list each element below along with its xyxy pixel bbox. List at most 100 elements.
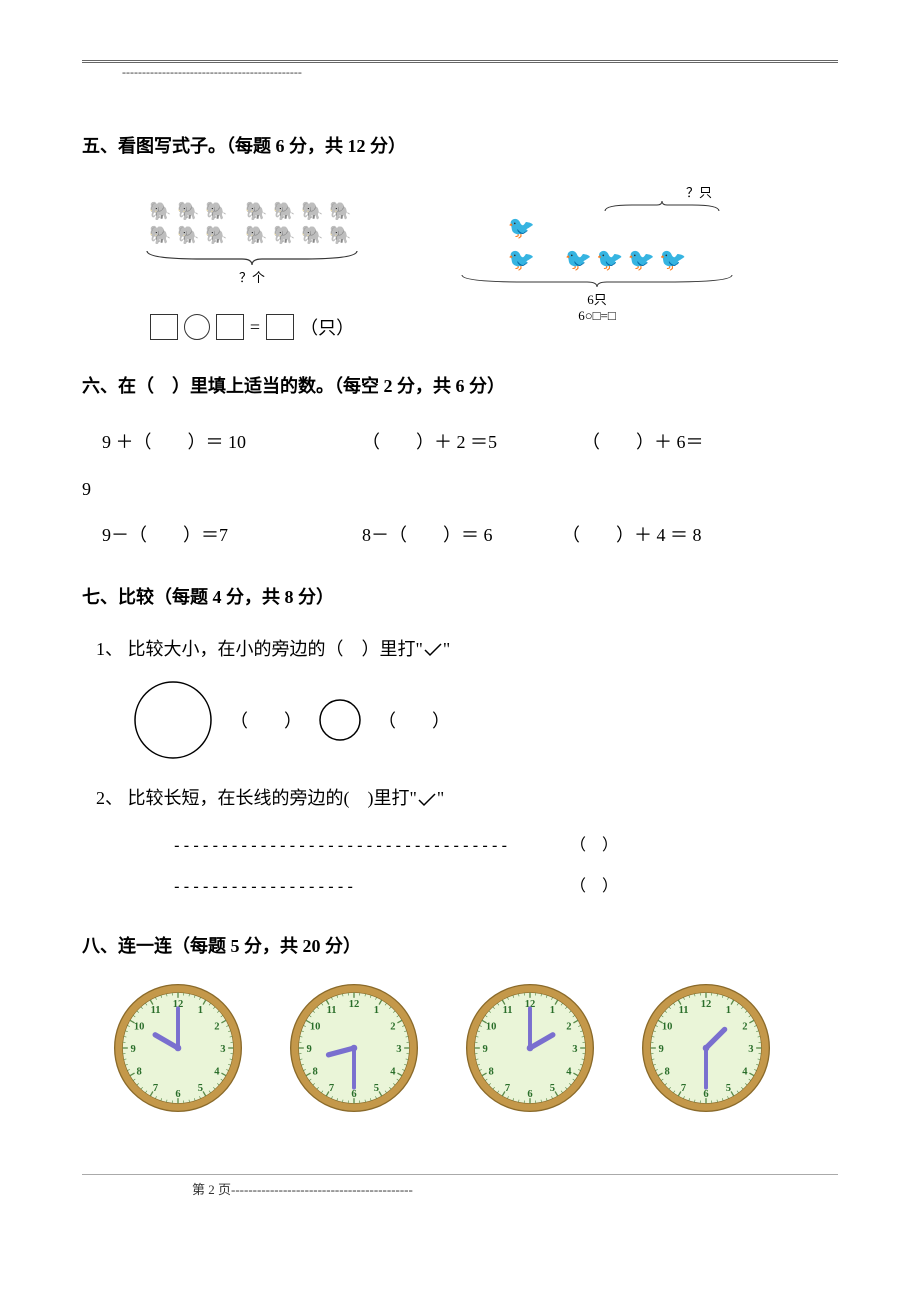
q6-eq: （ ）＋ 6＝ bbox=[582, 419, 704, 466]
q8-title: 八、连一连（每题 5 分，共 20 分） bbox=[82, 930, 838, 962]
svg-text:7: 7 bbox=[153, 1083, 159, 1094]
short-line: ------------------- bbox=[172, 866, 355, 908]
svg-text:5: 5 bbox=[550, 1083, 555, 1094]
svg-text:4: 4 bbox=[742, 1067, 748, 1078]
svg-text:8: 8 bbox=[136, 1067, 141, 1078]
elephant-icon: 🐘 bbox=[177, 201, 203, 221]
svg-text:1: 1 bbox=[550, 1005, 555, 1016]
svg-text:2: 2 bbox=[390, 1022, 395, 1033]
q6-block: 9 ＋（ ）＝ 10 （ ）＋ 2 ＝5 （ ）＋ 6＝ 9 9－（ ）＝7 8… bbox=[82, 419, 838, 559]
swallow-icon: 🐦 bbox=[659, 247, 686, 273]
q5-right-equation: 6○□=□ bbox=[578, 308, 615, 324]
q7-item2: 2、 比较长短，在长线的旁边的( )里打"" bbox=[82, 779, 838, 819]
elephant-icon: 🐘 bbox=[149, 225, 175, 245]
swallow-icon: 🐦 bbox=[565, 247, 592, 273]
clocks-row: 123456789101112 123456789101112 12345678… bbox=[82, 982, 838, 1114]
swallow-icon: 🐦 bbox=[507, 247, 534, 273]
elephant-icon: 🐘 bbox=[329, 225, 355, 245]
svg-text:4: 4 bbox=[390, 1067, 396, 1078]
q5-left-equation: = （只） bbox=[150, 314, 354, 340]
svg-text:1: 1 bbox=[726, 1005, 731, 1016]
elephant-icon: 🐘 bbox=[301, 201, 327, 221]
svg-text:7: 7 bbox=[329, 1083, 335, 1094]
q5-figures: 🐘 🐘 🐘 🐘 🐘 🐘 🐘 🐘 🐘 🐘 bbox=[82, 178, 838, 340]
svg-text:3: 3 bbox=[748, 1044, 753, 1055]
top-rule bbox=[82, 60, 838, 63]
svg-text:4: 4 bbox=[566, 1067, 572, 1078]
q6-eq: （ ）＋ 2 ＝5 bbox=[362, 419, 582, 466]
circle-icon bbox=[184, 314, 210, 340]
svg-text:1: 1 bbox=[198, 1005, 203, 1016]
q6-eq: 8－（ ）＝ 6 bbox=[362, 512, 562, 559]
svg-text:8: 8 bbox=[312, 1067, 317, 1078]
q5-left-unit: （只） bbox=[300, 314, 354, 340]
swallow-icon: 🐦 bbox=[628, 247, 655, 273]
svg-text:1: 1 bbox=[374, 1005, 379, 1016]
svg-text:7: 7 bbox=[505, 1083, 511, 1094]
paren-slot: （ ） bbox=[570, 866, 838, 908]
footer-dashes: ----------------------------------------… bbox=[231, 1182, 413, 1197]
box-icon bbox=[266, 314, 294, 340]
box-icon bbox=[150, 314, 178, 340]
clock-3: 123456789101112 bbox=[464, 982, 596, 1114]
clock-4: 123456789101112 bbox=[640, 982, 772, 1114]
q6-eq: 9－（ ）＝7 bbox=[102, 512, 362, 559]
elephant-icon: 🐘 bbox=[205, 225, 231, 245]
q5-right-top-label: ？只 bbox=[686, 182, 712, 201]
svg-text:3: 3 bbox=[396, 1044, 401, 1055]
svg-text:9: 9 bbox=[658, 1044, 663, 1055]
svg-text:3: 3 bbox=[220, 1044, 225, 1055]
svg-text:2: 2 bbox=[214, 1022, 219, 1033]
svg-text:8: 8 bbox=[664, 1067, 669, 1078]
elephant-icon: 🐘 bbox=[205, 201, 231, 221]
q7-item1-tail: " bbox=[443, 639, 450, 659]
q5-left-figure: 🐘 🐘 🐘 🐘 🐘 🐘 🐘 🐘 🐘 🐘 bbox=[122, 178, 382, 340]
svg-text:9: 9 bbox=[130, 1044, 135, 1055]
q7-circles: （ ） （ ） bbox=[82, 679, 838, 761]
svg-text:11: 11 bbox=[503, 1005, 513, 1016]
q5-right-figure: ？只 🐦 🐦 🐦 🐦 🐦 🐦 bbox=[442, 178, 752, 328]
svg-text:10: 10 bbox=[310, 1022, 321, 1033]
svg-text:5: 5 bbox=[374, 1083, 379, 1094]
elephant-icon: 🐘 bbox=[273, 225, 299, 245]
small-brace-icon bbox=[602, 201, 722, 215]
svg-text:12: 12 bbox=[349, 999, 360, 1010]
svg-text:5: 5 bbox=[726, 1083, 731, 1094]
paren-slot: （ ） bbox=[378, 707, 450, 733]
q7-item1-text: 1、 比较大小，在小的旁边的（ ）里打" bbox=[96, 639, 423, 659]
page-footer: 第 2 页-----------------------------------… bbox=[82, 1174, 838, 1198]
clock-1: 123456789101112 bbox=[112, 982, 244, 1114]
svg-text:5: 5 bbox=[198, 1083, 203, 1094]
q6-eq: 9 ＋（ ）＝ 10 bbox=[102, 419, 362, 466]
swallow-icon: 🐦 bbox=[507, 215, 534, 241]
paren-slot: （ ） bbox=[230, 707, 302, 733]
svg-text:8: 8 bbox=[488, 1067, 493, 1078]
svg-text:2: 2 bbox=[566, 1022, 571, 1033]
q5-right-label: 6只 bbox=[587, 289, 607, 308]
svg-text:10: 10 bbox=[134, 1022, 145, 1033]
svg-text:12: 12 bbox=[701, 999, 712, 1010]
svg-text:2: 2 bbox=[742, 1022, 747, 1033]
svg-text:11: 11 bbox=[327, 1005, 337, 1016]
svg-text:11: 11 bbox=[151, 1005, 161, 1016]
svg-text:10: 10 bbox=[486, 1022, 497, 1033]
elephant-icon: 🐘 bbox=[273, 201, 299, 221]
elephant-icon: 🐘 bbox=[329, 201, 355, 221]
q7-lines: ----------------------------------- （ ） … bbox=[82, 825, 838, 908]
q6-title: 六、在（ ）里填上适当的数。（每空 2 分，共 6 分） bbox=[82, 370, 838, 402]
q6-eq: （ ）＋ 4 ＝ 8 bbox=[562, 512, 702, 559]
q5-left-question: ？个 bbox=[239, 267, 265, 286]
svg-text:7: 7 bbox=[681, 1083, 687, 1094]
elephant-icon: 🐘 bbox=[245, 201, 271, 221]
brace-icon bbox=[142, 249, 362, 267]
brace-icon bbox=[457, 273, 737, 289]
elephant-icon: 🐘 bbox=[245, 225, 271, 245]
check-icon bbox=[423, 642, 443, 658]
svg-text:11: 11 bbox=[679, 1005, 689, 1016]
q6-lone: 9 bbox=[82, 466, 838, 513]
svg-text:9: 9 bbox=[482, 1044, 487, 1055]
q5-title: 五、看图写式子。（每题 6 分，共 12 分） bbox=[82, 130, 838, 162]
box-icon bbox=[216, 314, 244, 340]
elephant-icon: 🐘 bbox=[177, 225, 203, 245]
big-circle-icon bbox=[132, 679, 214, 761]
